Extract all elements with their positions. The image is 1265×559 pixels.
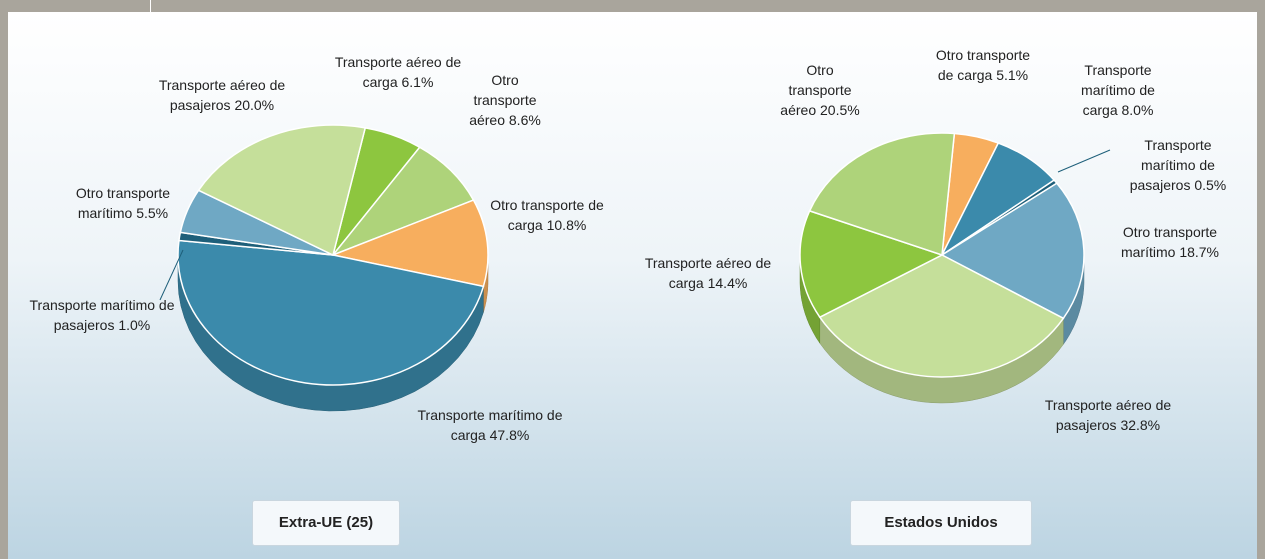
slice-label: Otro transporte de carga 5.1%	[928, 45, 1038, 85]
value-label: 10.8%	[546, 217, 587, 233]
category-label: Otro transporte marítimo	[1120, 224, 1218, 260]
value-label: 8.6%	[508, 112, 541, 128]
value-label: 6.1%	[401, 74, 434, 90]
slice-label: Transporte marítimo de pasajeros 0.5%	[1123, 135, 1233, 195]
category-label: Otro transporte aéreo	[469, 72, 537, 128]
chart-title: Extra-UE (25)	[252, 500, 400, 546]
chart-title: Estados Unidos	[850, 500, 1032, 546]
slice-label: Transporte aéreo de carga 14.4%	[643, 253, 773, 293]
leader-line	[1057, 149, 1111, 173]
category-label: Transporte aéreo de carga	[644, 255, 772, 291]
category-label: Transporte marítimo de pasajeros	[29, 297, 175, 333]
category-label: Transporte aéreo de carga	[334, 54, 462, 90]
value-label: 47.8%	[489, 427, 530, 443]
value-label: 20.5%	[820, 102, 860, 118]
slice-label: Transporte marítimo de carga 47.8%	[415, 405, 565, 445]
value-label: 18.7%	[1179, 244, 1220, 260]
category-label: Transporte marítimo de carga	[417, 407, 563, 443]
value-label: 5.5%	[136, 205, 169, 221]
value-label: 32.8%	[1120, 417, 1161, 433]
slice-label: Transporte aéreo de carga 6.1%	[333, 52, 463, 92]
pie-slice	[330, 146, 475, 257]
category-label: Otro transporte de carga	[935, 47, 1031, 83]
category-label: Otro transporte marítimo	[75, 185, 171, 221]
value-label: 14.4%	[707, 275, 748, 291]
value-label: 8.0%	[1121, 102, 1154, 118]
pie-slice	[799, 209, 944, 319]
slice-label: Transporte aéreo de pasajeros 20.0%	[157, 75, 287, 115]
slice-label: Transporte aéreo de pasajeros 32.8%	[1043, 395, 1173, 435]
pie-slice	[197, 124, 367, 257]
value-label: 0.5%	[1194, 177, 1227, 193]
slice-label: Otro transporte marítimo 5.5%	[63, 183, 183, 223]
pie-slice	[330, 199, 489, 288]
slice-label: Otro transporte de carga 10.8%	[487, 195, 607, 235]
leader-line	[159, 249, 184, 301]
pie-slice	[818, 254, 1065, 378]
slice-label: Otro transporte aéreo 8.6%	[465, 70, 545, 130]
category-label: Transporte aéreo de pasajeros	[1044, 397, 1172, 433]
category-label: Otro transporte aéreo	[780, 62, 852, 118]
category-label: Transporte aéreo de pasajeros	[158, 77, 286, 113]
slice-label: Otro transporte marítimo 18.7%	[1110, 222, 1230, 262]
slice-label: Transporte marítimo de carga 8.0%	[1063, 60, 1173, 120]
pie-slice	[808, 132, 956, 257]
value-label: 1.0%	[118, 317, 151, 333]
category-label: Transporte marítimo de pasajeros	[1129, 137, 1215, 193]
category-label: Otro transporte de carga	[490, 197, 604, 233]
pie-slice	[940, 182, 1085, 320]
value-label: 5.1%	[996, 67, 1029, 83]
value-label: 20.0%	[234, 97, 275, 113]
pie-slice	[177, 239, 485, 386]
slice-label: Otro transporte aéreo 20.5%	[775, 60, 865, 120]
category-label: Transporte marítimo de carga	[1081, 62, 1155, 118]
slice-label: Transporte marítimo de pasajeros 1.0%	[27, 295, 177, 335]
header-divider	[150, 0, 151, 12]
